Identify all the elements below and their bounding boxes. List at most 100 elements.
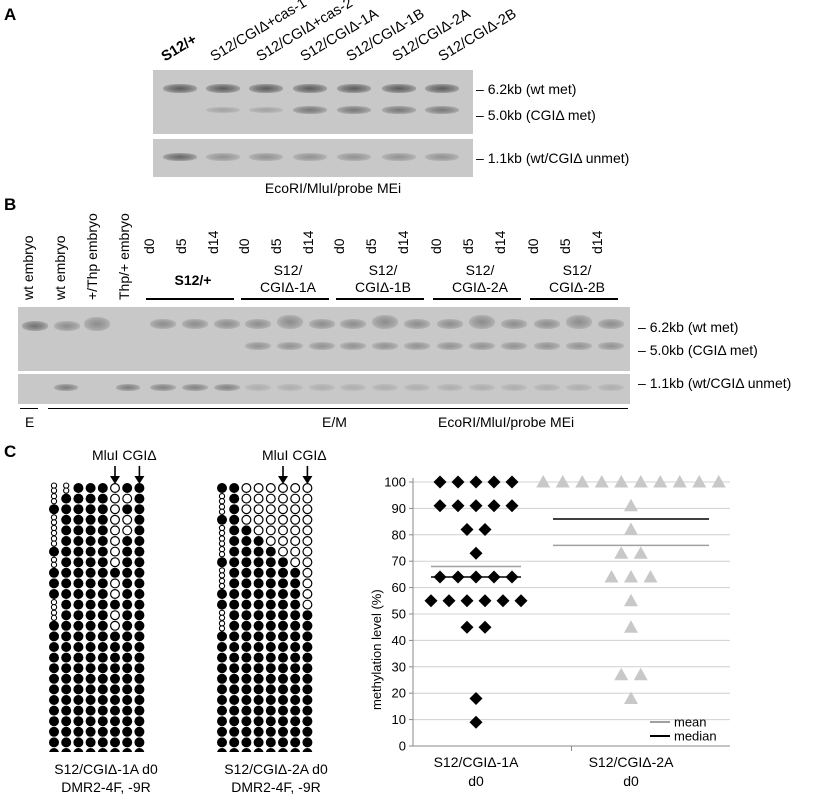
data-point-diamond bbox=[478, 594, 492, 608]
unmethylated-cpg-dot bbox=[290, 504, 301, 515]
methylated-cpg-dot bbox=[97, 737, 108, 748]
unmethylated-cpg-dot bbox=[302, 493, 313, 504]
methylated-cpg-dot bbox=[85, 652, 96, 663]
methylated-cpg-dot bbox=[290, 695, 301, 705]
panel-b-band-50 bbox=[534, 342, 560, 350]
panel-a-band-50 bbox=[425, 106, 459, 114]
methylated-cpg-dot bbox=[265, 620, 276, 631]
panel-b-group-label: S12/+ bbox=[146, 272, 240, 289]
unmethylated-cpg-dot bbox=[218, 508, 226, 515]
right-caption-line1: S12/CGIΔ-2A d0 bbox=[224, 761, 328, 777]
group-line2: CGIΔ-2A bbox=[451, 279, 509, 295]
methylated-cpg-dot bbox=[85, 737, 96, 748]
methylated-cpg-dot bbox=[253, 652, 264, 663]
methylated-cpg-dot bbox=[302, 642, 313, 652]
unmethylated-cpg-dot bbox=[109, 557, 120, 568]
methylated-cpg-dot bbox=[122, 737, 133, 748]
panel-b-band-11 bbox=[372, 384, 398, 391]
unmethylated-cpg-dot bbox=[302, 578, 313, 589]
methylated-cpg-dot bbox=[73, 652, 84, 663]
methylated-cpg-dot bbox=[49, 620, 59, 631]
left-caption-line1: S12/CGIΔ-1A d0 bbox=[54, 761, 158, 777]
methylated-cpg-dot bbox=[134, 610, 145, 621]
methylated-cpg-dot bbox=[278, 748, 288, 752]
data-point-triangle bbox=[711, 475, 726, 488]
methylated-cpg-dot bbox=[265, 557, 276, 568]
data-point-triangle bbox=[624, 522, 638, 536]
data-point-triangle bbox=[624, 498, 638, 512]
panel-b-band-62 bbox=[566, 315, 592, 329]
methylated-cpg-dot bbox=[61, 663, 72, 674]
methylated-cpg-dot bbox=[110, 663, 120, 674]
data-point-diamond bbox=[505, 475, 519, 489]
methylated-cpg-dot bbox=[278, 567, 288, 578]
panel-b-caption: EcoRI/MluI/probe MEi bbox=[438, 414, 575, 430]
methylated-cpg-dot bbox=[134, 525, 145, 536]
methylated-cpg-dot bbox=[253, 663, 264, 674]
unmethylated-cpg-dot bbox=[277, 514, 288, 525]
marker-arrowhead-icon bbox=[110, 476, 120, 484]
data-point-diamond bbox=[487, 475, 501, 489]
data-point-diamond bbox=[505, 499, 519, 513]
methylated-cpg-dot bbox=[61, 610, 72, 621]
methylated-cpg-dot bbox=[278, 673, 288, 684]
data-point-triangle bbox=[614, 667, 629, 681]
unmethylated-cpg-dot bbox=[277, 525, 288, 536]
methylated-cpg-dot bbox=[253, 748, 264, 752]
panel-b-lane-wt-embryo-2: wt embryo bbox=[52, 235, 68, 300]
methylated-cpg-dot bbox=[49, 673, 59, 684]
methylated-cpg-dot bbox=[229, 642, 240, 652]
methylated-cpg-dot bbox=[290, 716, 301, 727]
methylated-cpg-dot bbox=[229, 546, 240, 557]
methylated-cpg-dot bbox=[49, 589, 59, 599]
group-line2: CGIΔ-1B bbox=[354, 279, 412, 295]
methylated-cpg-dot bbox=[229, 748, 240, 752]
methylated-cpg-dot bbox=[85, 589, 96, 599]
panel-b-band-11 bbox=[116, 384, 140, 391]
methylated-cpg-dot bbox=[97, 483, 108, 493]
unmethylated-cpg-dot bbox=[241, 483, 252, 494]
data-point-triangle bbox=[614, 475, 629, 488]
panel-b-day-label: d0 bbox=[236, 238, 252, 254]
panel-b-day-label: d5 bbox=[557, 238, 573, 254]
panel-b-day-label: d0 bbox=[331, 238, 347, 254]
methylated-cpg-dot bbox=[217, 652, 227, 663]
y-tick-label: 0 bbox=[399, 739, 406, 754]
methylated-cpg-dot bbox=[241, 525, 252, 536]
methylated-cpg-dot bbox=[97, 695, 108, 705]
methylated-cpg-dot bbox=[290, 578, 301, 589]
methylated-cpg-dot bbox=[302, 663, 313, 674]
methylated-cpg-dot bbox=[229, 578, 240, 589]
methylated-cpg-dot bbox=[265, 748, 276, 752]
left-bisulfite-caption: S12/CGIΔ-1A d0 DMR2-4F, -9R bbox=[26, 760, 186, 796]
methylated-cpg-dot bbox=[73, 589, 84, 599]
methylated-cpg-dot bbox=[290, 631, 301, 642]
panel-b-band-label-62: – 6.2kb (wt met) bbox=[638, 319, 739, 335]
methylated-cpg-dot bbox=[134, 716, 145, 727]
panel-b-band-11 bbox=[182, 384, 208, 391]
unmethylated-cpg-dot bbox=[265, 483, 276, 494]
data-point-triangle bbox=[624, 593, 638, 607]
panel-a-band-11 bbox=[249, 153, 283, 161]
methylated-cpg-dot bbox=[49, 705, 59, 716]
left-bisulfite-map bbox=[49, 466, 145, 752]
methylated-cpg-dot bbox=[134, 663, 145, 674]
methylated-cpg-dot bbox=[97, 599, 108, 610]
unmethylated-cpg-dot bbox=[277, 504, 288, 515]
methylated-cpg-dot bbox=[290, 737, 301, 748]
methylated-cpg-dot bbox=[253, 557, 264, 568]
methylated-cpg-dot bbox=[110, 726, 120, 737]
methylated-cpg-dot bbox=[241, 663, 252, 674]
methylated-cpg-dot bbox=[265, 695, 276, 705]
panel-a-band-62 bbox=[382, 84, 416, 93]
panel-a-band-62 bbox=[337, 84, 371, 93]
panel-b-em-label: E/M bbox=[322, 414, 347, 430]
panel-a-band-label-50: – 5.0kb (CGIΔ met) bbox=[476, 107, 596, 123]
methylated-cpg-dot bbox=[302, 684, 313, 695]
methylated-cpg-dot bbox=[290, 652, 301, 663]
panel-b-band-50 bbox=[404, 342, 430, 350]
methylated-cpg-dot bbox=[290, 599, 301, 610]
methylated-cpg-dot bbox=[302, 673, 313, 684]
x-category-sublabel: d0 bbox=[468, 773, 484, 789]
methylated-cpg-dot bbox=[253, 695, 264, 705]
